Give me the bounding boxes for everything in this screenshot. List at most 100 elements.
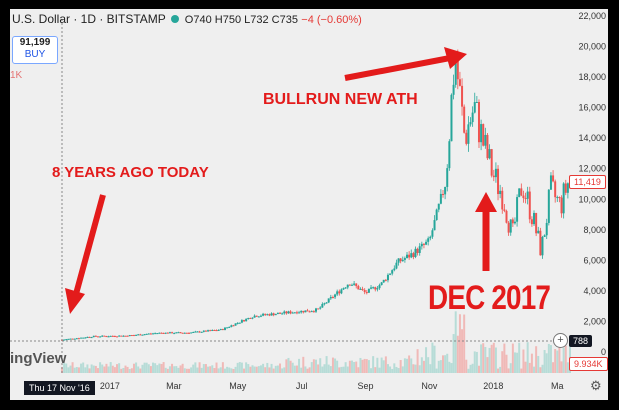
candle-body — [198, 331, 201, 333]
candle-body — [228, 326, 231, 328]
volume-bar — [289, 360, 292, 373]
candle-body — [516, 197, 519, 222]
volume-bar — [215, 362, 218, 373]
volume-bar — [276, 365, 279, 373]
volume-bar — [437, 360, 440, 373]
candle-body — [522, 195, 525, 199]
volume-bar — [285, 359, 288, 373]
candle-body — [175, 332, 178, 334]
candle-body — [315, 308, 317, 312]
volume-bar — [245, 362, 248, 373]
candle-body — [75, 338, 78, 340]
volume-bar — [262, 363, 265, 373]
volume-bar — [249, 366, 252, 373]
candle-body — [471, 112, 474, 123]
candle-body — [374, 287, 377, 290]
candle-body — [499, 190, 502, 195]
candle-body — [281, 313, 284, 315]
candle-body — [168, 332, 171, 334]
candle-body — [528, 191, 531, 220]
candle-body — [196, 331, 199, 333]
candle-body — [535, 212, 538, 234]
volume-bar — [418, 365, 421, 373]
candle-body — [245, 318, 248, 322]
volume-bar — [298, 358, 301, 373]
candle-body — [211, 329, 214, 331]
volume-bar — [283, 367, 286, 373]
candle-body — [107, 336, 110, 338]
volume-bar — [69, 365, 72, 373]
candle-body — [177, 332, 180, 334]
candle-body — [73, 338, 76, 340]
volume-bar — [312, 359, 315, 373]
candle-body — [289, 311, 292, 314]
volume-bar — [416, 349, 419, 373]
candle-body — [513, 221, 516, 224]
plus-icon[interactable]: + — [553, 333, 568, 348]
volume-bar — [505, 354, 508, 373]
candle-body — [249, 317, 252, 319]
volume-bar — [73, 367, 76, 373]
volume-bar — [122, 367, 125, 373]
candle-body — [469, 122, 472, 125]
volume-bar — [401, 366, 404, 373]
buy-button[interactable]: 91,199 BUY — [12, 36, 58, 64]
volume-bar — [164, 367, 167, 373]
arrow-8-years — [65, 194, 106, 314]
volume-bar — [552, 362, 555, 373]
candle-body — [291, 312, 294, 314]
tradingview-logo[interactable]: ingView — [10, 350, 67, 367]
candle-body — [264, 313, 267, 315]
volume-bar — [420, 357, 423, 373]
volume-bar — [469, 364, 472, 373]
volume-bar — [414, 364, 417, 373]
x-tick-label: Jul — [296, 381, 308, 391]
volume-bar — [221, 362, 224, 373]
volume-bar — [334, 358, 337, 373]
volume-bar — [177, 367, 180, 373]
candle-body — [344, 287, 347, 289]
volume-bar — [84, 367, 87, 373]
candle-body — [461, 85, 464, 107]
volume-bar — [454, 311, 457, 373]
candle-body — [179, 332, 182, 334]
volume-bar — [412, 364, 415, 373]
candle-body — [213, 329, 216, 331]
y-tick-label: 4,000 — [583, 286, 606, 296]
candle-body — [300, 310, 303, 313]
candle-body — [327, 298, 330, 303]
volume-bar — [499, 366, 502, 373]
candle-body — [116, 336, 119, 338]
candle-body — [395, 262, 398, 269]
candle-body — [382, 279, 385, 283]
candle-body — [433, 220, 436, 231]
chart-frame: 22,000 20,000 18,000 16,000 14,000 12,000 10,0… — [10, 9, 608, 400]
candle-body — [439, 193, 442, 204]
candle-body — [380, 282, 383, 286]
candle-body — [240, 320, 243, 323]
arrow-to-ath — [344, 47, 467, 81]
volume-bar — [484, 346, 487, 373]
gear-icon[interactable]: ⚙ — [590, 378, 602, 393]
candle-body — [486, 134, 489, 159]
candle-body — [255, 315, 258, 317]
volume-bar — [528, 362, 531, 373]
volume-bar — [240, 362, 243, 373]
volume-bar — [156, 365, 159, 373]
volume-bar — [442, 355, 444, 373]
candle-body — [507, 222, 510, 233]
candle-body — [442, 193, 444, 195]
x-tick-label: Ma — [551, 381, 564, 391]
candle-body — [539, 230, 542, 256]
volume-bar — [175, 366, 178, 373]
volume-bar — [145, 362, 148, 373]
volume-bar — [444, 355, 447, 373]
candle-body — [145, 333, 148, 335]
candle-body — [226, 327, 229, 329]
candle-body — [185, 332, 188, 334]
candle-body — [310, 311, 313, 313]
price-chart: 22,000 20,000 18,000 16,000 14,000 12,000 10,0… — [10, 11, 606, 391]
volume-bar — [507, 368, 510, 373]
volume-bar — [116, 364, 119, 373]
symbol-header: U.S. Dollar · 1D · BITSTAMP O740 H750 L73… — [12, 12, 362, 26]
